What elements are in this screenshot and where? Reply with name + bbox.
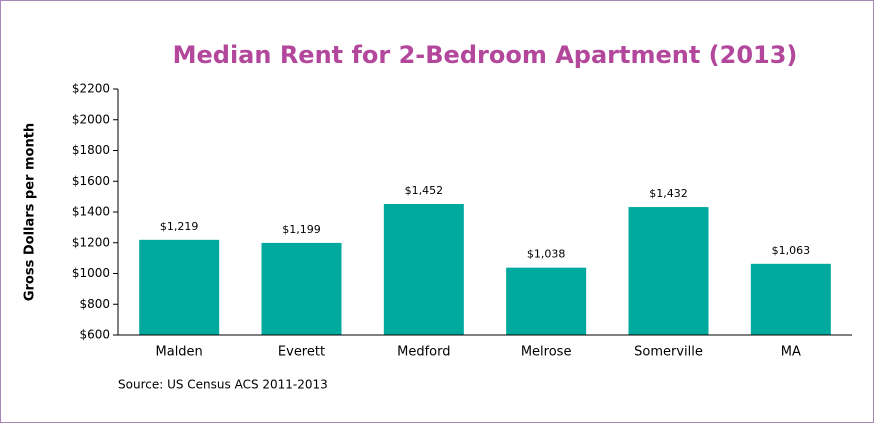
value-label: $1,452 — [405, 184, 444, 197]
y-tick-label: $1600 — [72, 174, 110, 188]
y-tick-label: $2200 — [72, 82, 110, 96]
bar — [139, 239, 220, 335]
x-tick-label: Somerville — [634, 345, 703, 360]
y-tick-label: $1800 — [72, 143, 110, 157]
x-tick-label: Everett — [278, 345, 325, 360]
x-tick-label: Malden — [156, 345, 203, 360]
bar — [383, 204, 464, 335]
value-label: $1,063 — [772, 244, 811, 257]
x-tick-label: Melrose — [521, 345, 572, 360]
chart-title: Median Rent for 2-Bedroom Apartment (201… — [173, 41, 798, 69]
source-note: Source: US Census ACS 2011-2013 — [118, 378, 328, 392]
bar — [750, 263, 831, 335]
bar — [628, 207, 709, 335]
y-axis-label: Gross Dollars per month — [23, 123, 38, 301]
bar — [506, 267, 587, 335]
y-tick-label: $1000 — [72, 266, 110, 280]
value-label: $1,432 — [649, 187, 688, 200]
y-tick-label: $1200 — [72, 235, 110, 249]
bar — [261, 242, 342, 335]
y-tick-label: $800 — [79, 297, 110, 311]
y-tick-label: $2000 — [72, 112, 110, 126]
value-label: $1,038 — [527, 248, 566, 261]
x-tick-label: Medford — [397, 345, 450, 360]
y-tick-label: $600 — [79, 328, 110, 342]
value-label: $1,219 — [160, 220, 199, 233]
x-tick-label: MA — [781, 345, 801, 360]
value-label: $1,199 — [282, 223, 321, 236]
y-tick-label: $1400 — [72, 205, 110, 219]
